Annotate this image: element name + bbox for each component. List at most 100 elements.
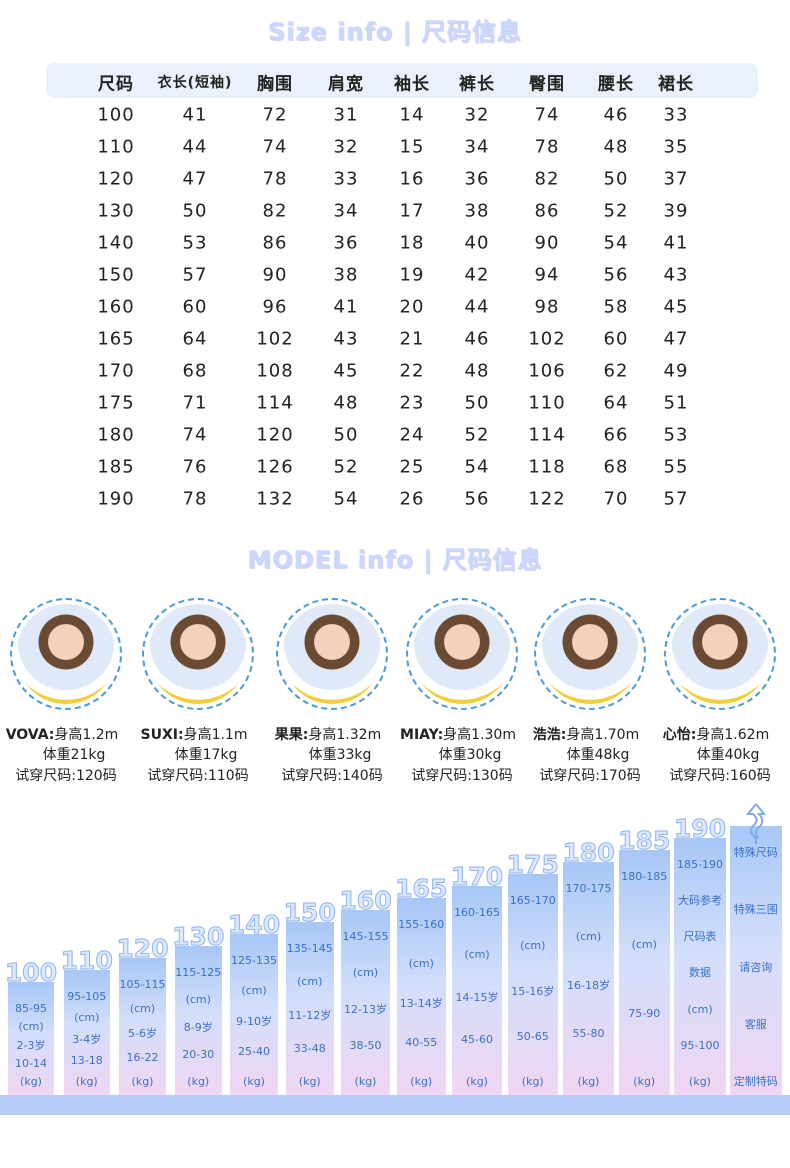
size-info-line: 95-100 bbox=[680, 1038, 720, 1052]
table-cell: 19 bbox=[399, 264, 425, 286]
model-height: 身高1.30m bbox=[443, 727, 516, 743]
arrow-path bbox=[745, 803, 766, 844]
table-cell: 68 bbox=[603, 456, 629, 478]
table-cell: 180 bbox=[97, 424, 135, 446]
table-cell: 45 bbox=[663, 296, 689, 318]
size-info-line: 38-50 bbox=[349, 1038, 382, 1052]
model-name: 浩浩: bbox=[532, 727, 567, 743]
model-name-line: 浩浩:身高1.70m bbox=[533, 724, 639, 744]
table-cell: 14 bbox=[399, 104, 425, 126]
table-cell: 102 bbox=[528, 328, 566, 350]
table-cell: 17 bbox=[399, 200, 425, 222]
table-cell: 47 bbox=[663, 328, 689, 350]
table-header-cell: 胸围 bbox=[257, 74, 293, 95]
size-info-line: (kg) bbox=[521, 1075, 544, 1088]
table-header-cell: 衣长(短袖) bbox=[157, 75, 233, 91]
size-info-line: (cm) bbox=[408, 957, 434, 971]
size-info-line: (kg) bbox=[131, 1075, 154, 1088]
size-info-line: (cm) bbox=[575, 930, 602, 944]
photo-image bbox=[412, 604, 512, 704]
table-cell: 60 bbox=[182, 296, 208, 318]
model-name: 心怡: bbox=[662, 727, 697, 743]
size-info-line: 55-80 bbox=[572, 1026, 605, 1040]
size-info-line: 3-4岁 bbox=[72, 1032, 102, 1046]
model-photo bbox=[276, 598, 388, 710]
size-info-line: 170-175 bbox=[565, 882, 612, 895]
model-height: 身高1.32m bbox=[308, 727, 382, 743]
table-cell: 37 bbox=[663, 168, 689, 190]
size-info-line: (cm) bbox=[74, 1011, 100, 1025]
table-cell: 56 bbox=[603, 264, 629, 286]
size-info-line: (kg) bbox=[633, 1074, 656, 1088]
table-cell: 57 bbox=[663, 488, 689, 510]
table-cell: 114 bbox=[528, 424, 566, 446]
size-column: 120 105-115 (cm) 5-6岁 16-22 (kg) bbox=[116, 934, 169, 1095]
table-cell: 44 bbox=[464, 296, 490, 318]
model-name: MIAY: bbox=[400, 727, 444, 743]
table-cell: 31 bbox=[333, 104, 359, 126]
model-height: 身高1.2m bbox=[54, 727, 119, 743]
model-photo bbox=[406, 598, 518, 710]
size-info-line: 16-22 bbox=[126, 1050, 159, 1064]
table-cell: 82 bbox=[534, 168, 560, 190]
table-cell: 38 bbox=[464, 200, 490, 222]
table-cell: 122 bbox=[528, 488, 566, 510]
size-info-line: 135-145 bbox=[286, 942, 333, 955]
photo-image bbox=[282, 604, 382, 704]
size-info-line: 185-190 bbox=[677, 858, 723, 871]
model-name: 果果: bbox=[274, 727, 309, 743]
size-label: 160 bbox=[339, 886, 392, 916]
table-cell: 64 bbox=[182, 328, 208, 350]
size-info-line: (cm) bbox=[297, 975, 323, 989]
table-cell: 64 bbox=[603, 392, 629, 414]
table-cell: 45 bbox=[333, 360, 359, 382]
table-cell: 74 bbox=[262, 136, 288, 158]
table-cell: 78 bbox=[262, 168, 288, 190]
size-label: 190 bbox=[673, 814, 727, 844]
table-cell: 74 bbox=[534, 104, 560, 126]
size-info-line: 45-60 bbox=[461, 1032, 493, 1046]
size-info-line: 125-135 bbox=[231, 954, 277, 967]
size-info-line: 8-9岁 bbox=[183, 1020, 213, 1034]
table-cell: 58 bbox=[603, 296, 629, 318]
table-cell: 48 bbox=[333, 392, 359, 414]
table-cell: 51 bbox=[663, 392, 689, 414]
table-cell: 110 bbox=[97, 136, 135, 158]
table-cell: 68 bbox=[182, 360, 208, 382]
table-cell: 108 bbox=[256, 360, 294, 382]
size-info-line: 5-6岁 bbox=[128, 1026, 157, 1040]
table-cell: 90 bbox=[534, 232, 560, 254]
table-cell: 120 bbox=[97, 168, 135, 190]
size-info-line: 160-165 bbox=[454, 906, 500, 919]
size-info-line: 180-185 bbox=[621, 870, 668, 883]
table-cell: 26 bbox=[399, 488, 425, 510]
table-cell: 70 bbox=[603, 488, 629, 510]
model-weight: 体重40kg bbox=[696, 747, 760, 763]
size-info-line: (cm) bbox=[352, 966, 379, 980]
size-label: 175 bbox=[506, 850, 559, 880]
table-header-cell: 袖长 bbox=[394, 74, 430, 95]
size-info-line: 155-160 bbox=[398, 918, 445, 931]
size-info-line: 特殊三围 bbox=[733, 903, 778, 917]
size-info-line: 数据 bbox=[689, 966, 711, 980]
size-info-line: (kg) bbox=[75, 1075, 98, 1088]
table-cell: 50 bbox=[182, 200, 208, 222]
size-info-line: 13-18 bbox=[70, 1053, 103, 1067]
model-size: 试穿尺码:170码 bbox=[539, 768, 641, 784]
table-cell: 50 bbox=[333, 424, 359, 446]
model-name-line: VOVA:身高1.2m bbox=[6, 724, 119, 744]
table-cell: 96 bbox=[262, 296, 288, 318]
size-title: Size info | 尺码信息 bbox=[268, 18, 522, 46]
size-info-line: (cm) bbox=[185, 993, 211, 1007]
table-cell: 16 bbox=[399, 168, 425, 190]
size-column: 100 85-95 (cm) 2-3岁 10-14 (kg) bbox=[4, 958, 58, 1095]
table-cell: 50 bbox=[603, 168, 629, 190]
photo-image bbox=[16, 604, 116, 704]
size-info-line: (kg) bbox=[243, 1075, 265, 1088]
table-cell: 34 bbox=[464, 136, 490, 158]
table-cell: 41 bbox=[663, 232, 689, 254]
table-cell: 94 bbox=[534, 264, 560, 286]
model-name-line: 果果:身高1.32m bbox=[275, 724, 381, 744]
photo-image bbox=[670, 604, 770, 704]
model-size: 试穿尺码:110码 bbox=[147, 768, 249, 784]
